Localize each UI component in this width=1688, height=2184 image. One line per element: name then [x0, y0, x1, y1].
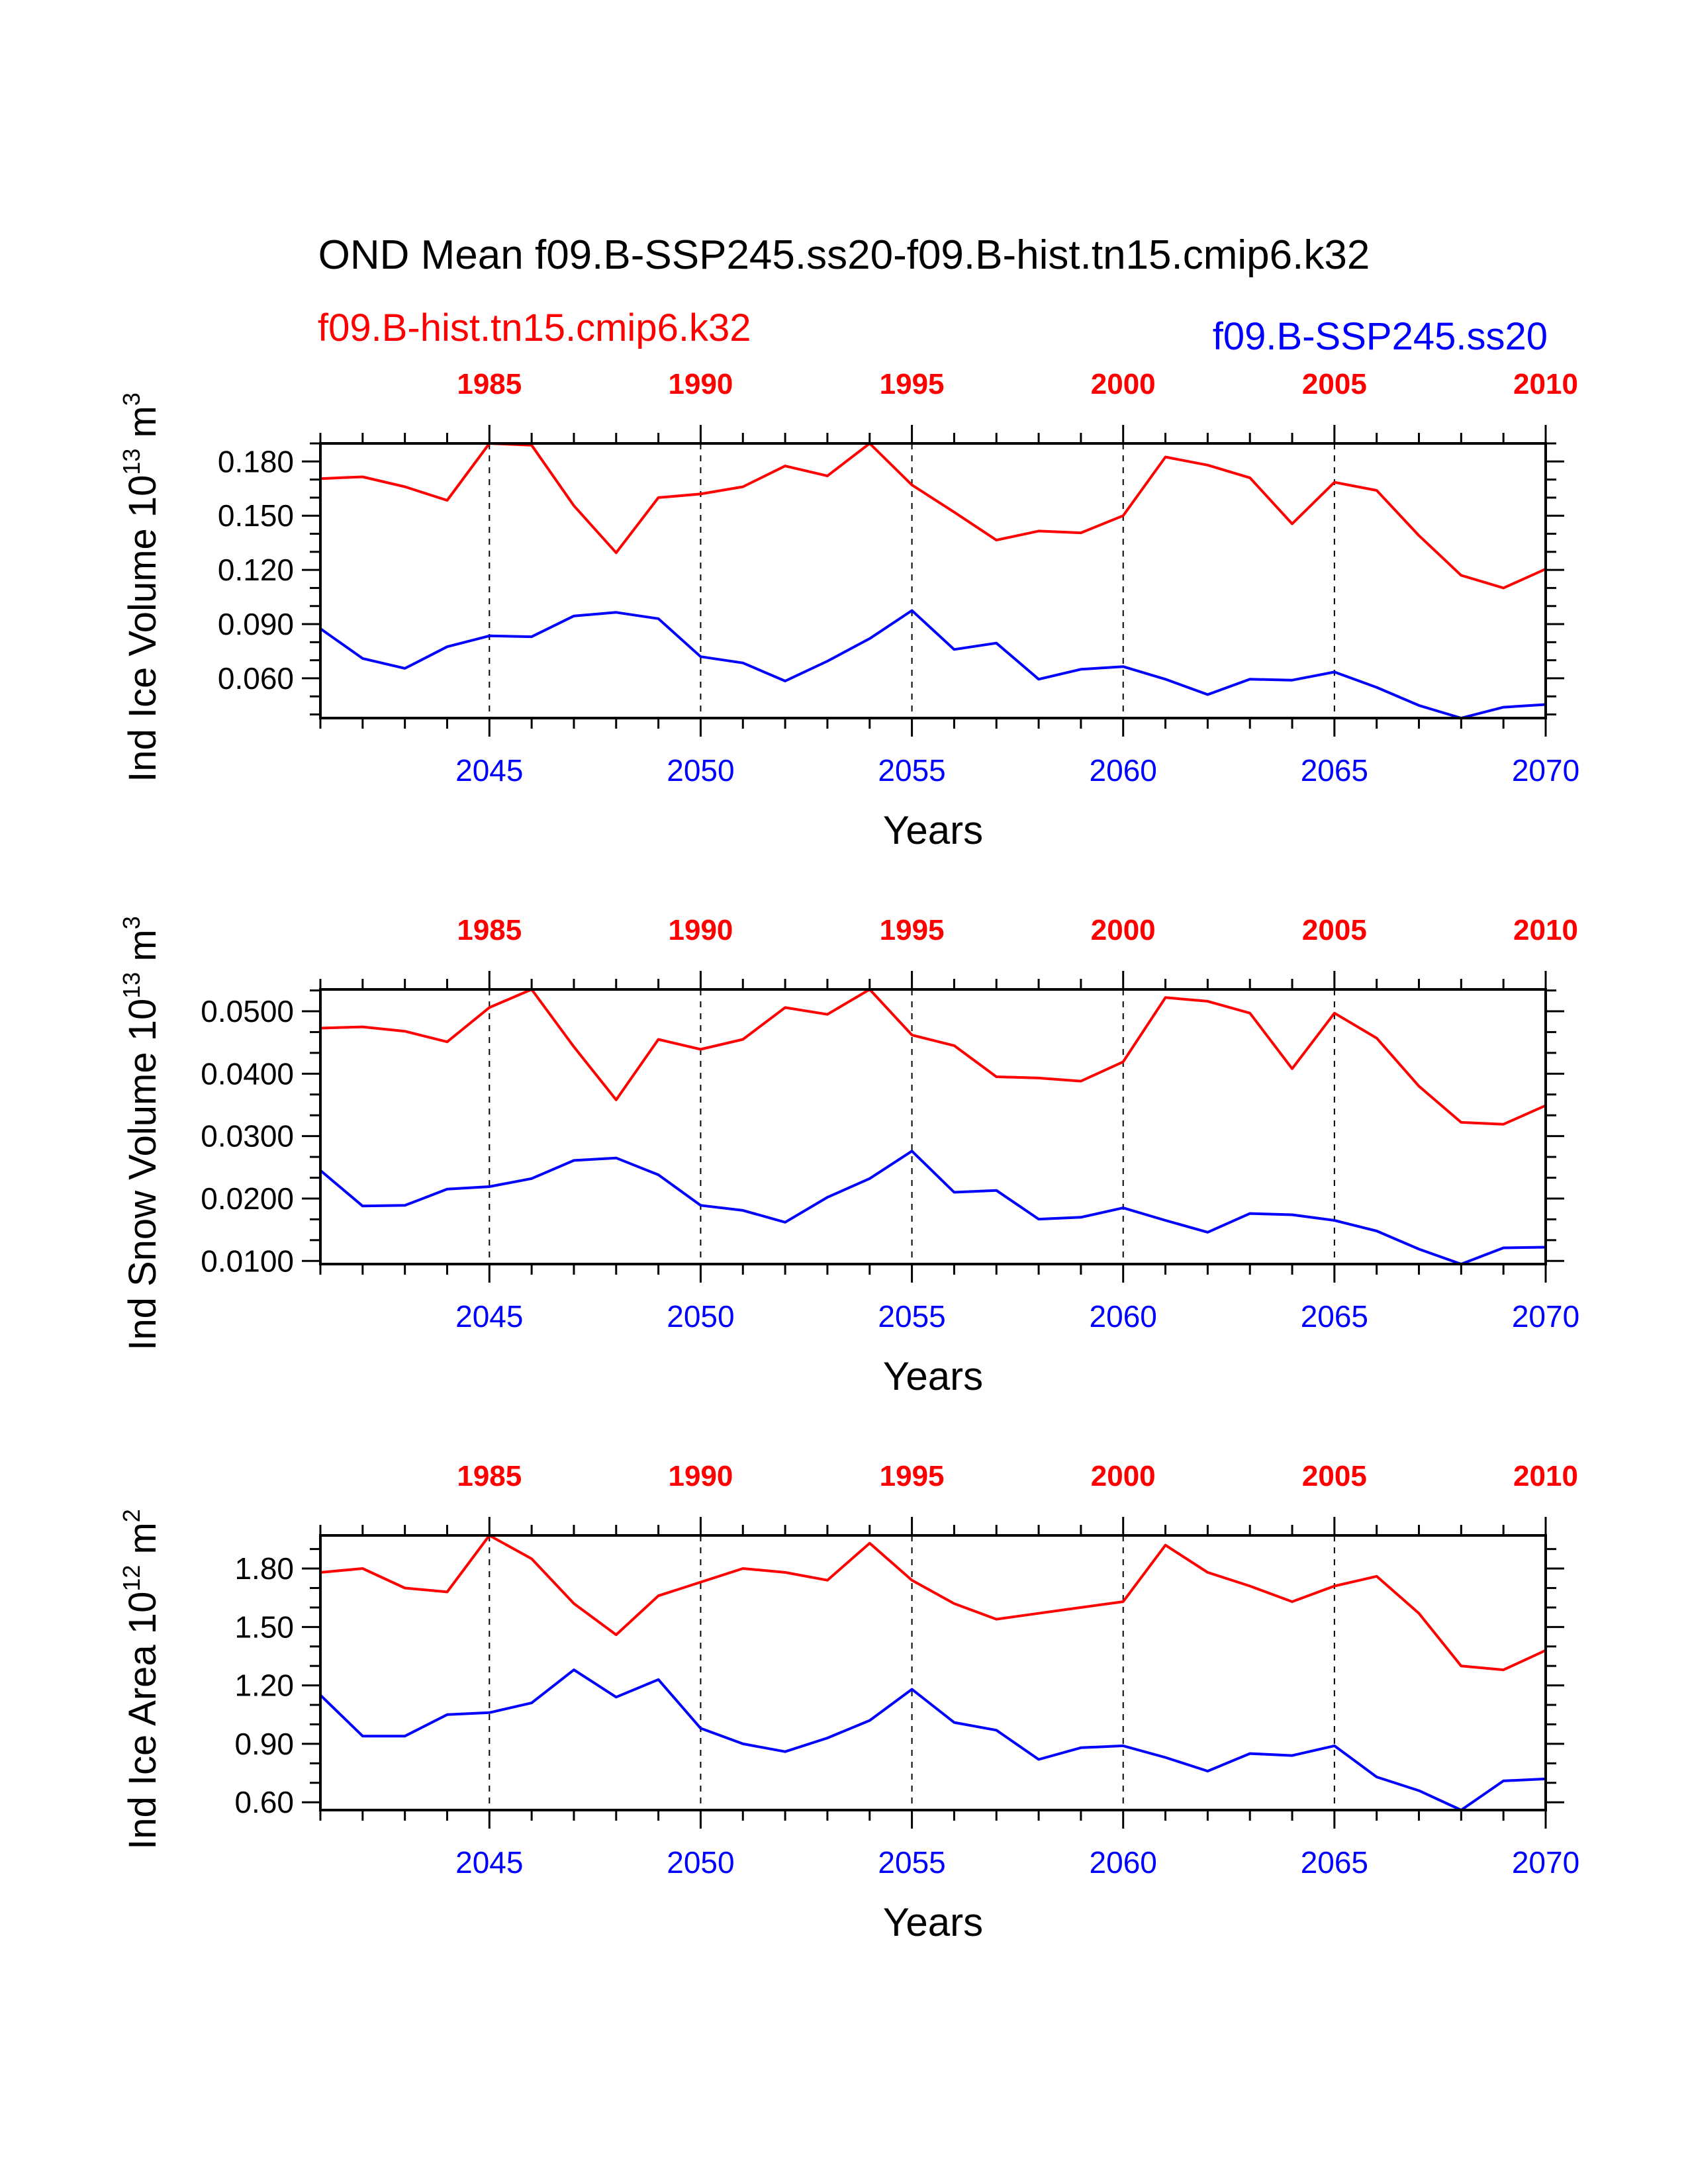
x-top-tick-label: 2005	[1302, 368, 1367, 400]
y-tick-label: 0.0500	[201, 994, 294, 1028]
series-line-hist	[320, 442, 1546, 590]
x-bottom-tick-label: 2045	[455, 753, 523, 788]
y-tick-label: 0.0300	[201, 1119, 294, 1154]
series-line-ssp245	[319, 1668, 1546, 1811]
y-axis-label: Ind Snow Volume 1013 m3	[118, 916, 164, 1351]
y-tick-label: 0.0200	[201, 1181, 294, 1216]
y-tick-label: 1.20	[234, 1668, 294, 1703]
x-top-tick-label: 1985	[457, 1460, 522, 1492]
x-bottom-tick-label: 2050	[667, 753, 734, 788]
y-tick-label: 0.90	[234, 1727, 294, 1761]
x-bottom-tick-label: 2050	[667, 1845, 734, 1880]
x-top-tick-label: 2000	[1091, 1460, 1156, 1492]
panel-2: 2045 2050 2055 2060 2065 2070 1985 1990 1995 2000…	[118, 914, 1579, 1398]
x-bottom-tick-label: 2055	[878, 1299, 945, 1334]
y-tick-label: 0.180	[218, 444, 294, 478]
x-top-tick-label: 2010	[1513, 1460, 1578, 1492]
x-top-tick-label: 2010	[1513, 914, 1578, 946]
x-top-tick-label: 2010	[1513, 368, 1578, 400]
x-bottom-tick-label: 2045	[455, 1845, 523, 1880]
panel-3: 2045 2050 2055 2060 2065 2070 1985 1990 1995 2000…	[118, 1460, 1579, 1944]
x-top-tick-label: 1995	[880, 368, 945, 400]
x-bottom-tick-label: 2065	[1301, 1845, 1368, 1880]
y-axis-label: Ind Ice Area 1012 m2	[118, 1509, 164, 1850]
y-tick-label: 0.60	[234, 1785, 294, 1819]
y-tick-label: 1.80	[234, 1551, 294, 1586]
plot-frame	[319, 1534, 1547, 1811]
y-tick-label: 0.120	[218, 553, 294, 587]
x-bottom-tick-label: 2065	[1301, 1299, 1368, 1334]
x-bottom-tick-label: 2055	[878, 1845, 945, 1880]
series-line-ssp245	[319, 1150, 1546, 1265]
y-tick-label: 0.060	[218, 661, 294, 696]
panel-1: 2045 2050 2055 2060 2065 2070 1985 1990 1995 2000…	[118, 368, 1579, 852]
x-bottom-tick-label: 2050	[667, 1299, 734, 1334]
x-top-tick-label: 1990	[669, 1460, 733, 1492]
y-axis-label: Ind Ice Volume 1013 m3	[118, 392, 164, 782]
y-tick-label: 0.0400	[201, 1056, 294, 1091]
x-top-tick-label: 1990	[669, 914, 733, 946]
x-bottom-tick-label: 2070	[1512, 1299, 1579, 1334]
x-top-tick-label: 1985	[457, 368, 522, 400]
y-tick-label: 0.090	[218, 607, 294, 641]
x-top-tick-label: 1985	[457, 914, 522, 946]
series-line-hist	[320, 1534, 1546, 1672]
y-tick-label: 0.0100	[201, 1244, 294, 1278]
x-top-tick-label: 2005	[1302, 1460, 1367, 1492]
x-bottom-tick-label: 2060	[1090, 1845, 1157, 1880]
series-line-hist	[320, 988, 1546, 1126]
x-bottom-tick-label: 2070	[1512, 753, 1579, 788]
x-bottom-tick-label: 2065	[1301, 753, 1368, 788]
x-top-tick-label: 1995	[880, 1460, 945, 1492]
x-bottom-tick-label: 2055	[878, 753, 945, 788]
x-top-tick-label: 2000	[1091, 368, 1156, 400]
x-bottom-tick-label: 2045	[455, 1299, 523, 1334]
x-top-tick-label: 1990	[669, 368, 733, 400]
x-bottom-tick-label: 2060	[1090, 1299, 1157, 1334]
figure-title: OND Mean f09.B-SSP245.ss20-f09.B-hist.tn…	[318, 232, 1370, 278]
series-line-ssp245	[319, 609, 1546, 719]
x-axis-label: Years	[883, 1900, 983, 1944]
x-top-tick-label: 2000	[1091, 914, 1156, 946]
x-top-tick-label: 2005	[1302, 914, 1367, 946]
x-bottom-tick-label: 2070	[1512, 1845, 1579, 1880]
plot-frame	[319, 988, 1547, 1265]
legend-ssp-label: f09.B-SSP245.ss20	[1213, 315, 1548, 358]
x-bottom-tick-label: 2060	[1090, 753, 1157, 788]
y-tick-label: 1.50	[234, 1610, 294, 1644]
x-axis-label: Years	[883, 1354, 983, 1398]
legend-hist-label: f09.B-hist.tn15.cmip6.k32	[318, 306, 751, 349]
y-tick-label: 0.150	[218, 498, 294, 533]
x-top-tick-label: 1995	[880, 914, 945, 946]
plot-frame	[319, 442, 1547, 719]
x-axis-label: Years	[883, 808, 983, 852]
